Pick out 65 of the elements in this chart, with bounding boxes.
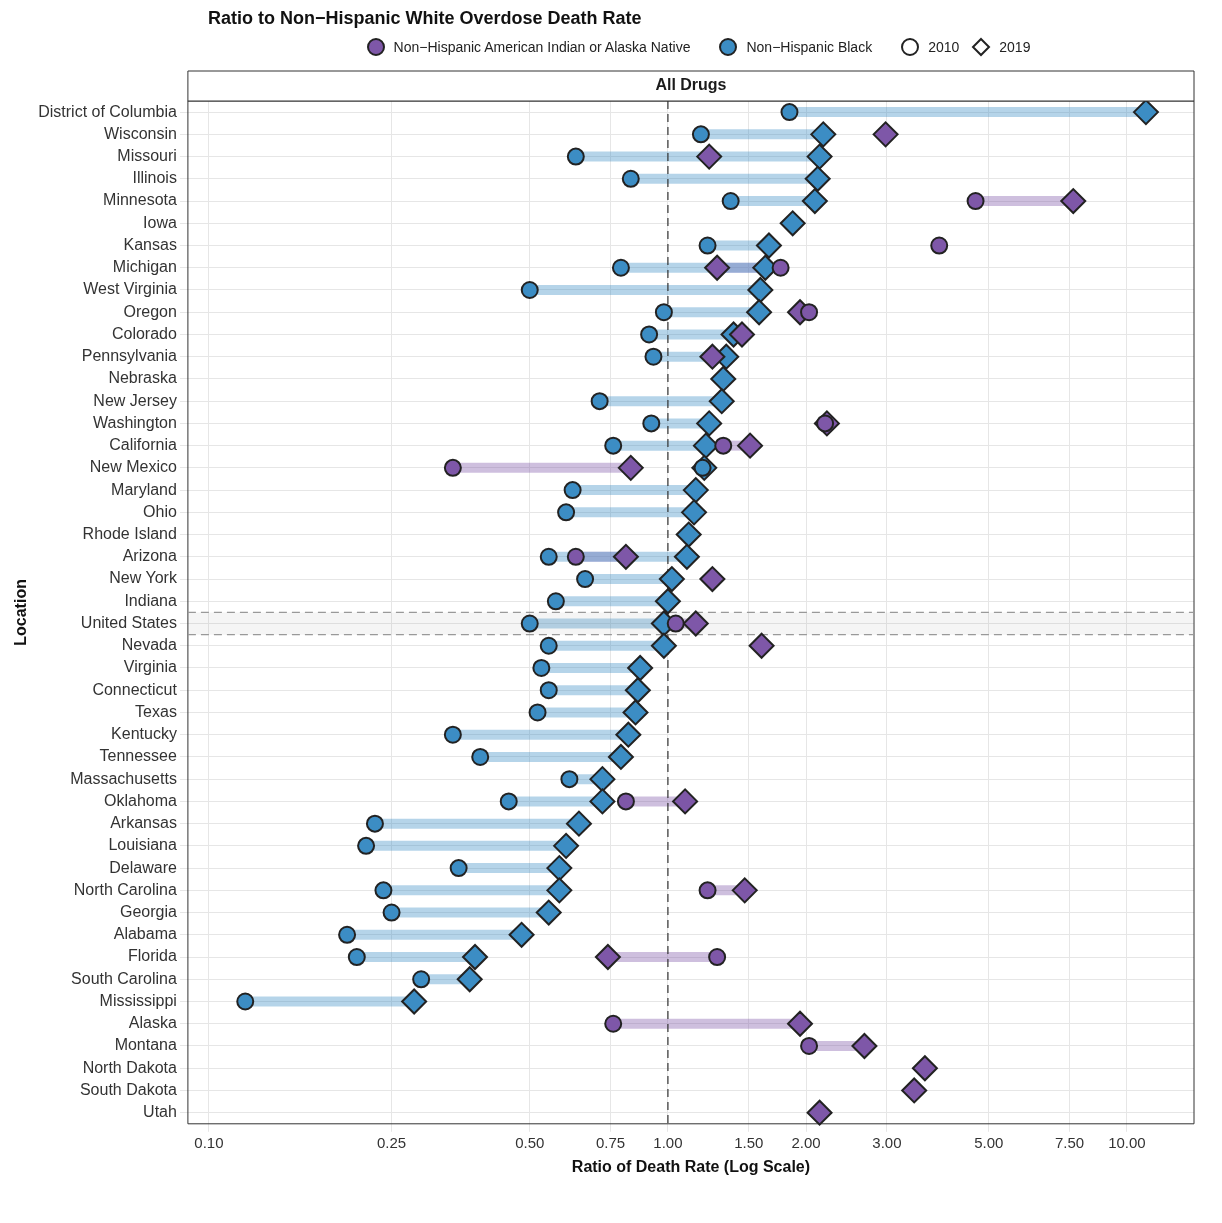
x-tick-label: 1.50 — [734, 1133, 764, 1151]
text: 2019 — [999, 39, 1031, 55]
y-tick-label: Rhode Island — [82, 524, 177, 542]
y-tick-label: Mississippi — [99, 991, 177, 1009]
y-axis-title: Location — [12, 579, 30, 646]
y-tick-label: Maryland — [111, 480, 177, 498]
y-tick-label: South Carolina — [71, 969, 177, 987]
y-tick-label: Oregon — [123, 302, 177, 320]
y-tick-label: Kansas — [123, 235, 177, 253]
y-tick-label: Montana — [114, 1036, 177, 1054]
x-tick-label: 7.50 — [1054, 1133, 1085, 1151]
y-tick-label: North Carolina — [73, 880, 177, 898]
y-tick-label: Ohio — [143, 502, 177, 520]
y-tick-label: Oklahoma — [103, 791, 177, 809]
y-tick-label: West Virginia — [83, 280, 177, 298]
y-tick-label: North Dakota — [82, 1058, 177, 1076]
y-tick-label: Missouri — [117, 146, 177, 164]
y-tick-label: Massachusetts — [70, 769, 177, 787]
x-tick-label: 0.75 — [595, 1133, 626, 1151]
text: 2010 — [928, 39, 960, 55]
y-tick-label: Arizona — [122, 547, 177, 565]
y-tick-label: Minnesota — [103, 191, 177, 209]
y-tick-label: Connecticut — [92, 680, 178, 698]
chart-title: Ratio to Non−Hispanic White Overdose Death Rate — [208, 8, 643, 29]
y-tick-label: Illinois — [132, 169, 177, 187]
y-tick-label: Nevada — [121, 636, 177, 654]
legend-label: Non−Hispanic American Indian or Alaska Native — [393, 39, 691, 55]
x-tick-label: 10.00 — [1108, 1133, 1146, 1151]
chart-subtitle: All Drugs — [655, 76, 727, 94]
y-tick-label: Alaska — [128, 1014, 177, 1032]
y-tick-label: Indiana — [124, 591, 177, 609]
x-tick-label: 2.00 — [791, 1133, 821, 1151]
y-tick-label: New York — [109, 569, 178, 587]
y-tick-label: Utah — [143, 1103, 177, 1121]
y-tick-label: Wisconsin — [104, 124, 177, 142]
y-tick-label: Texas — [135, 702, 177, 720]
y-tick-label: United States — [80, 613, 177, 631]
y-tick-label: Alabama — [113, 925, 177, 943]
x-axis-title: Ratio of Death Rate (Log Scale) — [571, 1157, 811, 1175]
y-tick-label: Delaware — [109, 858, 177, 876]
y-tick-label: New Jersey — [93, 391, 177, 409]
y-tick-label: Louisiana — [108, 836, 177, 854]
x-tick-label: 0.50 — [515, 1133, 545, 1151]
y-tick-label: New Mexico — [89, 458, 177, 476]
y-tick-label: Arkansas — [110, 814, 177, 832]
x-tick-label: 5.00 — [974, 1133, 1004, 1151]
y-tick-label: Tennessee — [99, 747, 177, 765]
y-tick-label: Kentucky — [111, 725, 177, 743]
y-tick-label: Washington — [93, 413, 177, 431]
y-tick-label: Georgia — [119, 902, 177, 920]
x-tick-label: 0.25 — [376, 1133, 407, 1151]
y-tick-label: Nebraska — [108, 369, 177, 387]
y-tick-label: Iowa — [143, 213, 177, 231]
x-tick-label: 1.00 — [653, 1133, 683, 1151]
y-tick-label: District of Columbia — [38, 102, 177, 120]
y-tick-label: South Dakota — [79, 1080, 177, 1098]
x-tick-label: 0.10 — [194, 1133, 224, 1151]
x-tick-label: 3.00 — [872, 1133, 902, 1151]
legend-label: Non−Hispanic Black — [746, 39, 873, 55]
y-tick-label: Michigan — [112, 258, 177, 276]
y-tick-label: Florida — [128, 947, 177, 965]
y-tick-label: Colorado — [111, 324, 177, 342]
y-tick-label: Virginia — [123, 658, 177, 676]
y-tick-label: California — [109, 436, 177, 454]
y-tick-label: Pennsylvania — [81, 347, 177, 365]
